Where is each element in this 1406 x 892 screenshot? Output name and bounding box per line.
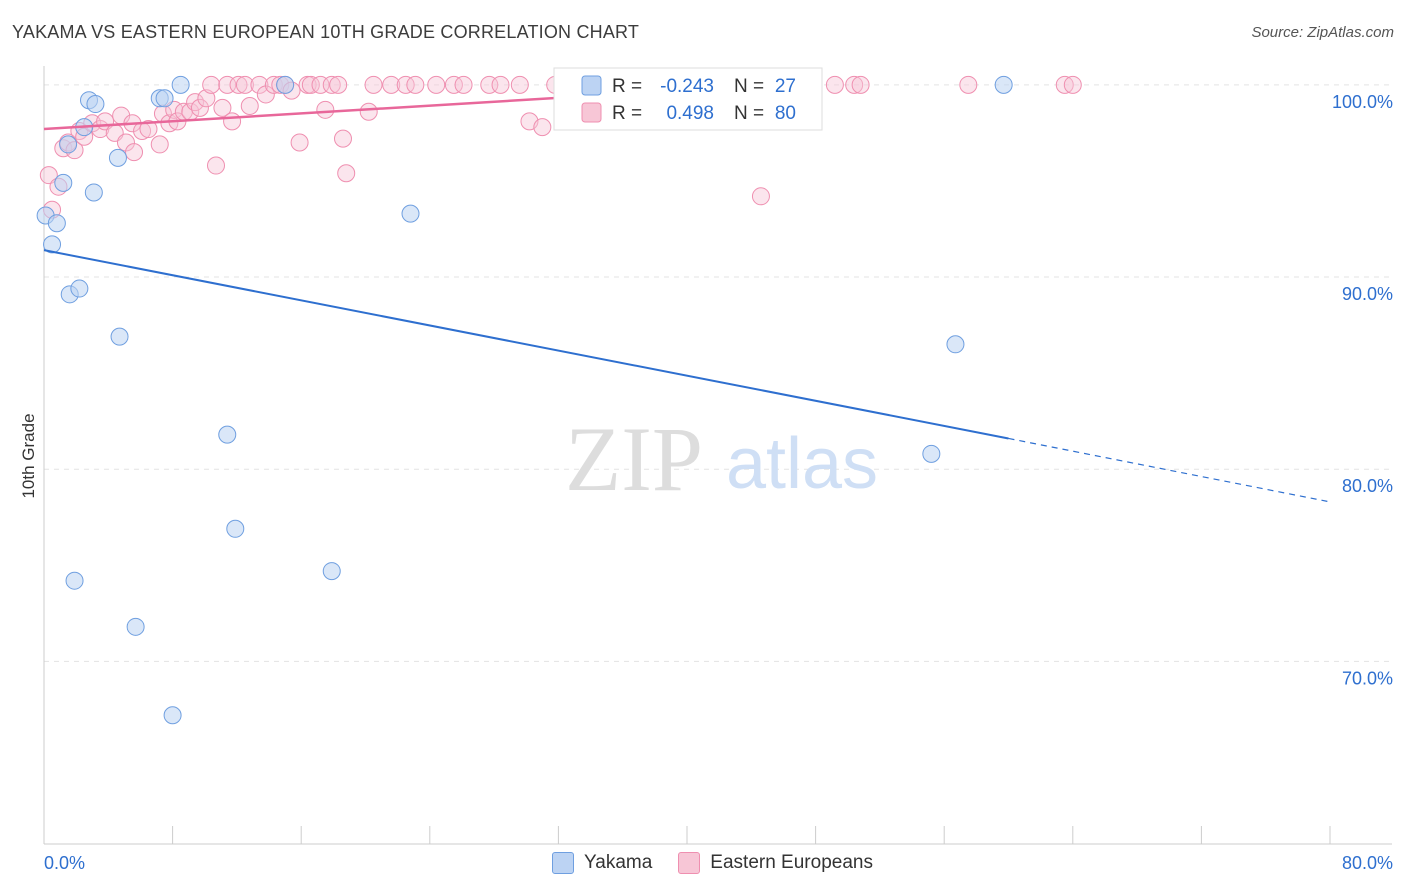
eastern-point <box>150 135 169 154</box>
trend-line-yakama <box>43 249 1009 440</box>
eastern-point <box>213 98 232 117</box>
yakama-point <box>86 95 105 114</box>
eastern-point <box>39 166 58 185</box>
y-tick-label: 70.0% <box>1342 668 1393 688</box>
yakama-point <box>401 204 420 223</box>
eastern-point <box>235 75 254 94</box>
trend-line-yakama-extension <box>1008 437 1331 503</box>
legend-r-label: R = <box>612 76 642 97</box>
stats-legend: R = -0.243 N = 27 R = 0.498 N = 80 <box>553 67 823 131</box>
yakama-point <box>54 173 73 192</box>
axes <box>43 66 1392 845</box>
eastern-point <box>359 102 378 121</box>
eastern-point <box>510 75 529 94</box>
eastern-point <box>382 75 401 94</box>
yakama-point <box>84 183 103 202</box>
watermark-zip: ZIP <box>565 408 703 510</box>
eastern-point <box>290 133 309 152</box>
eastern-point <box>396 75 415 94</box>
eastern-point <box>454 75 473 94</box>
y-tick-label: 80.0% <box>1342 476 1393 496</box>
y-tick-label: 90.0% <box>1342 284 1393 304</box>
legend-swatch <box>678 852 701 874</box>
legend-n-label: N = <box>734 103 764 124</box>
yakama-point <box>322 562 341 581</box>
eastern-point <box>190 98 209 117</box>
eastern-point <box>197 89 216 108</box>
yakama-point <box>155 89 174 108</box>
eastern-point <box>491 75 510 94</box>
legend-swatch-yakama <box>581 75 602 96</box>
tick-labels: 100.0% 90.0% 80.0% 70.0% 0.0% 80.0% <box>44 92 1393 873</box>
eastern-point <box>301 75 320 94</box>
legend-item-eastern: Eastern Europeans <box>678 852 873 874</box>
eastern-point <box>229 75 248 94</box>
eastern-point <box>240 96 259 115</box>
yakama-point <box>108 148 127 167</box>
legend-r-value: 0.498 <box>666 103 714 124</box>
yakama-point <box>994 75 1013 94</box>
legend-label: Yakama <box>584 852 653 873</box>
eastern-point <box>845 75 864 94</box>
eastern-point <box>202 75 221 94</box>
yakama-point <box>126 617 145 636</box>
eastern-point <box>207 156 226 175</box>
yakama-point <box>65 571 84 590</box>
yakama-point <box>946 335 965 354</box>
legend-n-value: 80 <box>775 103 796 124</box>
legend-r-value: -0.243 <box>660 76 714 97</box>
yakama-point <box>163 706 182 725</box>
legend-r-label: R = <box>612 103 642 124</box>
y-tick-label: 100.0% <box>1332 92 1393 112</box>
x-tick-label: 80.0% <box>1342 853 1393 873</box>
eastern-point <box>751 187 770 206</box>
eastern-point <box>316 100 335 119</box>
watermark: ZIP atlas <box>565 408 878 510</box>
eastern-point <box>959 75 978 94</box>
y-axis-label: 10th Grade <box>19 413 38 498</box>
eastern-point <box>139 120 158 139</box>
series-legend: Yakama Eastern Europeans <box>552 852 899 874</box>
eastern-point <box>125 143 144 162</box>
eastern-point <box>406 75 425 94</box>
yakama-point <box>43 235 62 254</box>
eastern-point <box>223 112 242 131</box>
eastern-point <box>825 75 844 94</box>
eastern-point <box>329 75 348 94</box>
eastern-point <box>250 75 269 94</box>
eastern-point <box>186 93 205 112</box>
gridlines <box>44 84 1392 662</box>
eastern-point <box>1063 75 1082 94</box>
chart-title: YAKAMA VS EASTERN EUROPEAN 10TH GRADE CO… <box>12 22 640 42</box>
yakama-point <box>110 327 129 346</box>
yakama-point <box>59 135 78 154</box>
yakama-point <box>922 444 941 463</box>
legend-label: Eastern Europeans <box>710 852 873 873</box>
legend-swatch <box>552 852 574 874</box>
legend-n-value: 27 <box>775 76 796 97</box>
yakama-point <box>70 279 89 298</box>
yakama-point <box>276 75 295 94</box>
legend-item-yakama: Yakama <box>552 852 652 874</box>
yakama-point <box>47 214 66 233</box>
legend-swatch-eastern <box>581 102 602 123</box>
yakama-point <box>218 425 237 444</box>
x-tick-label: 0.0% <box>44 853 85 873</box>
watermark-atlas: atlas <box>726 424 878 504</box>
eastern-point <box>533 118 552 137</box>
data-points <box>36 75 1082 725</box>
eastern-point <box>333 129 352 148</box>
source-label: Source: ZipAtlas.com <box>1251 24 1394 41</box>
yakama-point <box>171 75 190 94</box>
legend-n-label: N = <box>734 76 764 97</box>
eastern-point <box>322 75 341 94</box>
yakama-point <box>226 519 245 538</box>
eastern-point <box>364 75 383 94</box>
eastern-point <box>851 75 870 94</box>
eastern-point <box>337 164 356 183</box>
eastern-point <box>427 75 446 94</box>
eastern-point <box>444 75 463 94</box>
